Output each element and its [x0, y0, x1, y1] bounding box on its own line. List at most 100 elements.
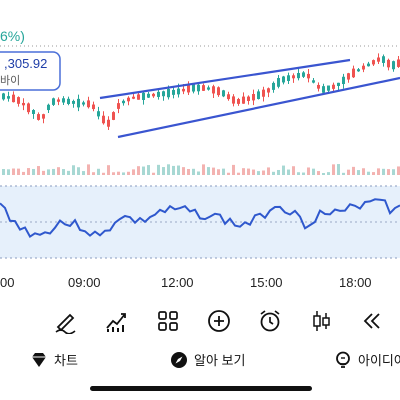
time-label-1: 00	[0, 275, 14, 290]
candle-body	[347, 73, 350, 80]
candle-body	[162, 91, 165, 97]
volume-bar	[162, 167, 165, 175]
candle-body	[27, 103, 30, 113]
trend-line-upper[interactable]	[99, 58, 351, 100]
volume-bar	[352, 166, 355, 175]
price-badge[interactable]: ,305.92 바이	[0, 51, 61, 91]
nav-item-ideas[interactable]: 아이디어	[334, 350, 400, 369]
candle-body	[367, 63, 370, 67]
alarm-clock-icon[interactable]	[254, 306, 286, 336]
volume-bar	[87, 164, 90, 175]
price-chart[interactable]: 6%) ,305.92 바이 00 09:00 12:00 15:00 18:0…	[0, 0, 400, 300]
candle-body	[112, 112, 115, 120]
candle-body	[217, 87, 220, 96]
candle-body	[177, 88, 180, 95]
candle-body	[302, 72, 305, 77]
candle-body	[307, 73, 310, 79]
candle-body	[387, 59, 390, 68]
volume-bar	[52, 168, 55, 175]
candle-body	[392, 61, 395, 70]
candle-body	[252, 94, 255, 101]
nav-item-explore[interactable]: 알아 보기	[170, 350, 245, 369]
candle-body	[47, 104, 50, 111]
candle-body	[7, 96, 10, 99]
candle-body	[287, 75, 290, 81]
volume-bar	[247, 168, 250, 175]
candle-body	[137, 94, 140, 100]
candle-body	[362, 65, 365, 70]
volume-bar	[237, 172, 240, 175]
candle-body	[357, 69, 360, 72]
nav-item-explore-label: 알아 보기	[194, 353, 246, 368]
rewind-icon[interactable]	[356, 306, 388, 336]
volume-bar	[92, 172, 95, 175]
candle-body	[377, 57, 380, 62]
candle-body	[322, 86, 325, 93]
candle-body	[312, 80, 315, 83]
volume-bar	[197, 171, 200, 175]
candle-body	[352, 68, 355, 78]
volume-bar	[97, 168, 100, 175]
layout-grid-icon[interactable]	[152, 306, 184, 336]
volume-bar	[122, 172, 125, 175]
candle-body	[297, 73, 300, 79]
volume-bar	[107, 165, 110, 175]
volume-bar	[177, 165, 180, 175]
candle-body	[397, 59, 400, 67]
chart-gem-icon	[32, 352, 46, 367]
candle-body	[2, 93, 5, 100]
candle-body	[182, 88, 185, 92]
candle-body	[157, 91, 160, 97]
ideas-bulb-icon	[336, 351, 350, 368]
volume-bar	[297, 172, 300, 175]
candle-body	[37, 114, 40, 120]
candle-body	[267, 88, 270, 93]
volume-bar	[187, 169, 190, 175]
nav-item-chart-label: 차트	[54, 353, 78, 368]
volume-bar	[377, 168, 380, 175]
volume-bar	[47, 169, 50, 175]
volume-bar	[292, 166, 295, 175]
candlestick-icon[interactable]	[305, 306, 337, 336]
candle-body	[242, 96, 245, 104]
explore-compass-icon	[171, 351, 187, 368]
add-icon[interactable]	[203, 306, 235, 336]
rsi-line	[0, 198, 400, 239]
candle-body	[247, 96, 250, 102]
draw-pen-icon[interactable]	[50, 306, 82, 336]
candle-body	[187, 85, 190, 93]
nav-item-ideas-label: 아이디어	[358, 353, 400, 368]
volume-bar	[117, 171, 120, 175]
volume-bar	[332, 164, 335, 175]
bottom-navigation: 차트 알아 보기 아이디어	[0, 342, 400, 382]
candle-body	[97, 111, 100, 117]
candle-body	[87, 100, 90, 108]
volume-bar	[312, 168, 315, 175]
candle-body	[57, 99, 60, 102]
trend-line-lower[interactable]	[117, 76, 400, 139]
candle-body	[232, 96, 235, 104]
nav-item-chart[interactable]: 차트	[30, 350, 78, 369]
candle-body	[207, 87, 210, 90]
candle-body	[277, 78, 280, 87]
volume-bar	[287, 169, 290, 175]
volume-bar	[2, 169, 5, 175]
candle-body	[227, 94, 230, 100]
volume-bar	[182, 167, 185, 175]
volume-bar	[362, 168, 365, 175]
time-label-5: 18:00	[339, 275, 372, 290]
volume-bar	[127, 171, 130, 175]
volume-bar	[252, 169, 255, 175]
candle-body	[192, 84, 195, 92]
volume-bar	[57, 167, 60, 175]
chart-toolbar	[0, 300, 400, 342]
indicator-chart-icon[interactable]	[100, 306, 132, 336]
candle-body	[77, 98, 80, 108]
volume-bar	[267, 167, 270, 175]
candle-body	[197, 84, 200, 92]
candle-body	[257, 91, 260, 100]
volume-bar	[137, 166, 140, 175]
candle-body	[17, 97, 20, 104]
volume-bar	[387, 169, 390, 175]
volume-bar	[62, 169, 65, 175]
